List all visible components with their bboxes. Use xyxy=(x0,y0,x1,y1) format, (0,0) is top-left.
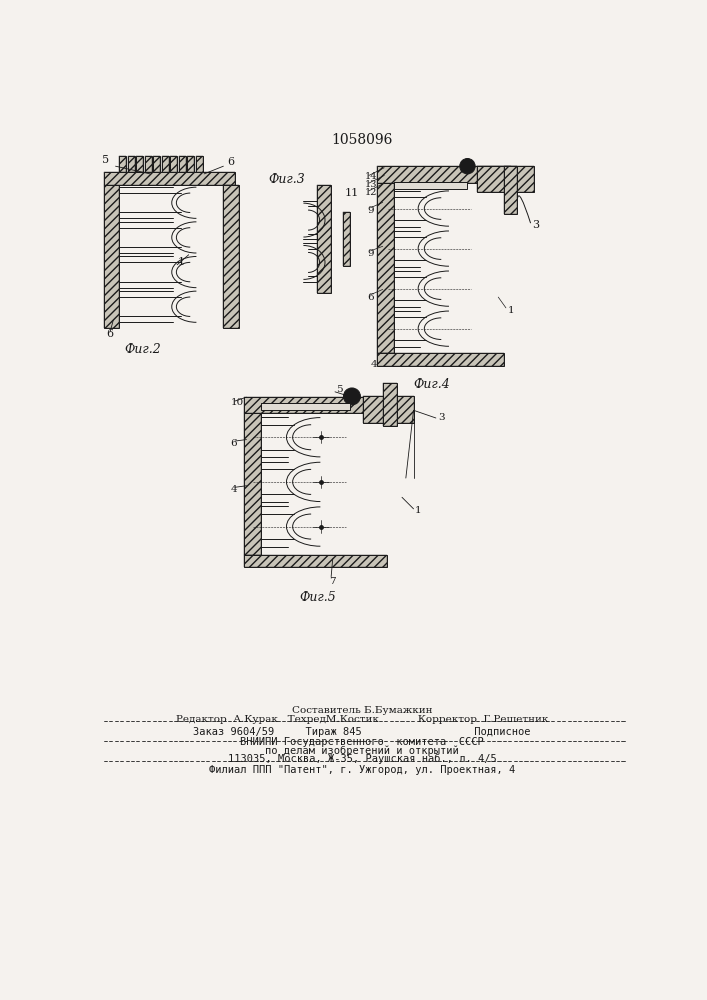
Text: 1: 1 xyxy=(508,306,514,315)
Bar xyxy=(377,166,511,183)
Text: Фиг.4: Фиг.4 xyxy=(414,378,450,391)
Text: ВНИИПИ Государственного  комитета  СССР: ВНИИПИ Государственного комитета СССР xyxy=(240,737,484,747)
Bar xyxy=(363,396,414,423)
Bar xyxy=(153,156,160,172)
Text: Составитель Б.Бумажкин: Составитель Б.Бумажкин xyxy=(292,706,432,715)
Bar xyxy=(477,166,534,192)
Bar xyxy=(145,156,152,172)
Text: 11: 11 xyxy=(344,188,358,198)
Bar xyxy=(196,156,203,172)
Bar xyxy=(382,383,397,426)
Bar xyxy=(104,172,235,185)
Text: 5: 5 xyxy=(103,155,110,165)
Bar xyxy=(244,413,261,555)
Bar xyxy=(377,183,394,353)
Text: 9: 9 xyxy=(368,249,374,258)
Bar xyxy=(317,185,331,293)
Bar xyxy=(394,182,467,189)
Text: по делам изобретений и открытий: по делам изобретений и открытий xyxy=(265,745,459,756)
Bar xyxy=(244,413,261,555)
Bar xyxy=(196,156,203,172)
Text: 113035, Москва, Ж-35, Раушская наб., л. 4/5: 113035, Москва, Ж-35, Раушская наб., л. … xyxy=(228,754,496,764)
Bar xyxy=(223,185,239,328)
Bar xyxy=(503,166,518,214)
Bar xyxy=(170,156,177,172)
Bar xyxy=(377,353,503,366)
Text: 9: 9 xyxy=(368,206,374,215)
Circle shape xyxy=(344,388,361,405)
Text: Редактор  А.Курак   ТехредМ.Костик            Корректор  Г.Решетник: Редактор А.Курак ТехредМ.Костик Корректо… xyxy=(176,715,548,724)
Bar xyxy=(104,185,119,328)
Text: 6: 6 xyxy=(230,439,237,448)
Bar xyxy=(382,383,397,426)
Text: 7: 7 xyxy=(329,578,335,586)
Bar xyxy=(179,156,186,172)
Bar xyxy=(136,156,144,172)
Bar xyxy=(104,185,119,328)
Text: Филиал ППП "Патент", г. Ужгород, ул. Проектная, 4: Филиал ППП "Патент", г. Ужгород, ул. Про… xyxy=(209,765,515,775)
Circle shape xyxy=(460,158,475,174)
Text: 13: 13 xyxy=(365,180,378,189)
Bar xyxy=(145,156,152,172)
Bar xyxy=(187,156,194,172)
Bar xyxy=(187,156,194,172)
Bar xyxy=(244,555,387,567)
Bar xyxy=(244,397,398,413)
Bar xyxy=(261,403,350,410)
Text: Фиг.3: Фиг.3 xyxy=(268,173,305,186)
Text: Заказ 9604/59     Тираж 845                  Подписное: Заказ 9604/59 Тираж 845 Подписное xyxy=(193,727,531,737)
Bar xyxy=(170,156,177,172)
Text: 4: 4 xyxy=(230,485,237,494)
Bar xyxy=(244,555,387,567)
Bar xyxy=(244,397,398,413)
Text: 6: 6 xyxy=(227,157,234,167)
Bar xyxy=(503,166,518,214)
Bar xyxy=(377,353,503,366)
Text: 1058096: 1058096 xyxy=(332,133,392,147)
Bar xyxy=(128,156,135,172)
Text: Фиг.2: Фиг.2 xyxy=(124,343,161,356)
Text: 10: 10 xyxy=(230,398,243,407)
Bar xyxy=(162,156,169,172)
Bar xyxy=(162,156,169,172)
Bar xyxy=(179,156,186,172)
Bar xyxy=(477,166,534,192)
Bar xyxy=(317,185,331,293)
Text: 4: 4 xyxy=(370,360,377,369)
Bar xyxy=(377,183,394,353)
Text: 5: 5 xyxy=(337,385,343,394)
Text: 12: 12 xyxy=(365,188,378,197)
Text: 6: 6 xyxy=(106,329,113,339)
Bar xyxy=(119,156,127,172)
Bar xyxy=(377,166,511,183)
Bar xyxy=(363,396,414,423)
Text: 6: 6 xyxy=(368,293,374,302)
Text: 1: 1 xyxy=(415,506,421,515)
Bar xyxy=(153,156,160,172)
Text: 14: 14 xyxy=(365,172,378,181)
Bar xyxy=(136,156,144,172)
Bar xyxy=(128,156,135,172)
Bar xyxy=(104,172,235,185)
Bar xyxy=(343,212,351,266)
Text: 3: 3 xyxy=(438,413,445,422)
Text: Фиг.5: Фиг.5 xyxy=(299,591,336,604)
Text: 3: 3 xyxy=(532,220,539,230)
Bar xyxy=(119,156,127,172)
Text: 1: 1 xyxy=(177,257,185,267)
Bar xyxy=(223,185,239,328)
Bar xyxy=(343,212,351,266)
